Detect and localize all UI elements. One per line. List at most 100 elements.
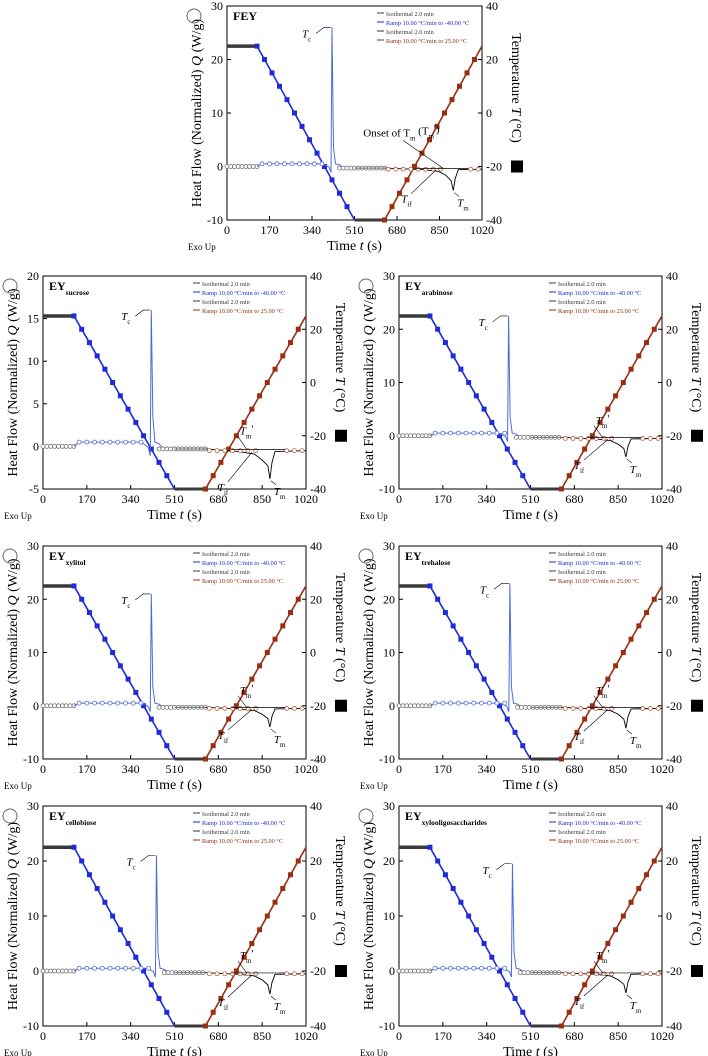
flow-cool-marker: [84, 965, 90, 971]
y-left-tick-label: 0: [33, 439, 39, 453]
exo-up-label: Exo Up: [360, 511, 388, 521]
temp-cooling-marker: [102, 636, 108, 642]
temp-heating-marker: [558, 486, 564, 492]
temp-cooling-marker: [427, 844, 433, 850]
flow-iso-marker: [56, 968, 61, 974]
legend-entry: Ramp 10.00 °C/min to -40.00 °C: [558, 820, 641, 827]
x-tick-label: 510: [346, 223, 364, 237]
flow-heat-marker: [609, 436, 615, 441]
flow-cool-marker: [138, 439, 144, 445]
temp-cooling-marker: [141, 968, 147, 974]
flow-iso2-marker: [156, 446, 162, 452]
flow-iso2-marker: [513, 434, 519, 440]
x-tick-label: 850: [253, 492, 271, 506]
flow-heat-marker: [593, 436, 599, 441]
flow-heat-marker: [647, 971, 653, 977]
temp-cooling-marker: [79, 596, 85, 602]
temp-cooling-marker: [148, 982, 154, 988]
temp-cooling-marker: [322, 164, 327, 169]
flow-iso-marker: [40, 703, 46, 709]
y-left-tick-label: 20: [383, 322, 395, 336]
x-tick-label: 1020: [294, 492, 318, 506]
flow-heating-melt: [205, 448, 307, 479]
temperature-axis-symbol: [691, 429, 703, 442]
x-tick-label: 510: [166, 1029, 184, 1043]
flow-cool-marker: [486, 430, 492, 436]
tif-label: Tif: [574, 460, 585, 475]
flow-iso2-marker: [522, 704, 528, 710]
temp-cooling-marker: [337, 190, 342, 196]
flow-iso-marker: [400, 968, 406, 974]
flow-iso-marker: [408, 433, 414, 439]
temp-cooling-marker: [450, 886, 456, 891]
temp-cooling-marker: [314, 150, 320, 156]
temp-heating-marker: [288, 340, 294, 346]
temp-cooling-marker: [262, 57, 267, 62]
x-tick-label: 680: [209, 1029, 227, 1043]
tif-leader: [583, 974, 609, 997]
temperature-axis-symbol: [335, 965, 347, 977]
flow-heat-marker: [593, 706, 599, 711]
tc-label: Tc: [302, 28, 311, 43]
tm-prime-label: Tm': [240, 423, 253, 440]
temp-cooling-marker: [164, 1009, 170, 1015]
temp-cooling-marker: [481, 676, 487, 682]
temp-heating-marker: [574, 729, 580, 735]
flow-cool-marker: [99, 439, 105, 445]
panel-FEY: 0 170 340 510 680 850 1020-100102030-40-200204…: [186, 0, 523, 254]
flow-cool-marker: [440, 700, 446, 706]
y-right-tick-label: 40: [486, 0, 498, 13]
y-left-tick-label: 0: [217, 160, 223, 174]
legend-entry: Ramp 10.00 °C/min to -40.00 °C: [386, 20, 469, 27]
y-left-tick-label: 20: [27, 269, 39, 283]
tm-prime-label: Tm': [596, 948, 609, 965]
flow-cool-marker: [99, 965, 105, 971]
y-left-tick-label: 20: [383, 592, 395, 606]
temp-heating-marker: [651, 326, 657, 332]
x-tick-label: 340: [478, 492, 496, 506]
tc-leader: [315, 27, 331, 34]
panel-EY_xylooligosaccharides: 0 170 340 510 680 850 1020-100102030-40-200204…: [358, 799, 703, 1056]
temperature-axis-symbol: [691, 965, 703, 977]
tm-prime-label: Tm': [596, 413, 609, 430]
temp-heating-marker: [574, 459, 580, 465]
temp-cooling-marker: [94, 886, 100, 891]
y-right-axis-label: Temperature T (°C): [688, 303, 703, 413]
tif-leader: [227, 452, 253, 482]
y-left-tick-label: 0: [389, 699, 395, 713]
y-left-tick-label: 30: [383, 799, 395, 813]
flow-heat-marker: [562, 971, 568, 977]
legend-entry: Isothermal 2.0 min: [202, 811, 251, 818]
tif-leader: [583, 439, 609, 461]
x-tick-label: 170: [78, 1029, 96, 1043]
tm-leader: [454, 192, 460, 197]
flow-cool-marker: [471, 430, 477, 436]
flow-heating-melt: [205, 706, 307, 728]
y-right-tick-label: -20: [310, 699, 326, 713]
temp-heating-marker: [582, 446, 588, 452]
y-left-tick-label: 20: [383, 854, 395, 868]
flow-iso-marker: [63, 703, 69, 709]
x-tick-label: 170: [434, 762, 452, 776]
flow-iso-marker: [419, 968, 425, 974]
temp-heating-marker: [295, 596, 301, 602]
temp-heating-marker: [233, 968, 239, 974]
x-axis-label: Time t (s): [147, 778, 202, 793]
temp-cooling-marker: [497, 968, 503, 974]
flow-heat-marker: [562, 436, 568, 441]
temp-heating-marker: [272, 636, 278, 642]
flow-cool-marker: [486, 965, 492, 971]
temp-cooling-marker: [133, 419, 139, 425]
temp-cooling-marker: [466, 913, 472, 919]
flow-heat-marker: [230, 971, 235, 977]
temp-heating-marker: [412, 164, 417, 169]
flow-cool-marker: [455, 430, 461, 436]
flow-iso2-marker: [517, 970, 523, 976]
legend-entry: Isothermal 2.0 min: [202, 829, 251, 836]
flow-cool-marker: [282, 161, 287, 167]
y-left-tick-label: 15: [27, 312, 39, 326]
y-right-tick-label: 40: [310, 269, 322, 283]
flow-iso-marker: [63, 968, 69, 974]
flow-cool-marker: [92, 965, 97, 971]
